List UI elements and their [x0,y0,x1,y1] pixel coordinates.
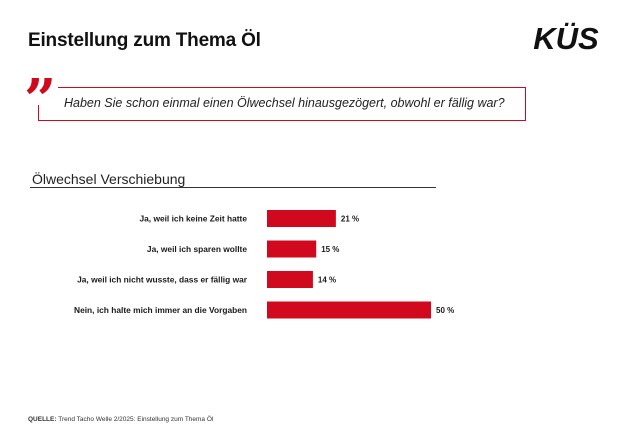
chart-title-rule [30,187,436,188]
question-frame [38,87,526,121]
bar [267,271,313,288]
category-label: Ja, weil ich nicht wusste, dass er fälli… [77,275,248,285]
bar [267,240,317,258]
source-text: Trend Tacho Welle 2/2025: Einstellung zu… [58,416,214,423]
chart-title: Ölwechsel Verschiebung [32,171,186,187]
bar [267,210,336,227]
bar [267,301,431,319]
kues-logo: KÜS [533,22,599,54]
data-label: 14 % [318,276,336,285]
category-label: Ja, weil ich keine Zeit hatte [139,214,247,224]
survey-question: Haben Sie schon einmal einen Ölwechsel h… [64,96,505,110]
category-label: Nein, ich halte mich immer an die Vorgab… [74,305,247,315]
data-label: 50 % [436,306,454,315]
quotation-mark-icon: ” [24,67,57,133]
category-label: Ja, weil ich sparen wollte [147,244,247,254]
data-label: 21 % [341,215,359,224]
page-title: Einstellung zum Thema Öl [28,30,261,51]
data-label: 15 % [321,245,339,254]
logo-text: KÜS [533,22,599,54]
source-label: QUELLE: [28,416,57,423]
source-note: QUELLE: Trend Tacho Welle 2/2025: Einste… [28,416,213,423]
